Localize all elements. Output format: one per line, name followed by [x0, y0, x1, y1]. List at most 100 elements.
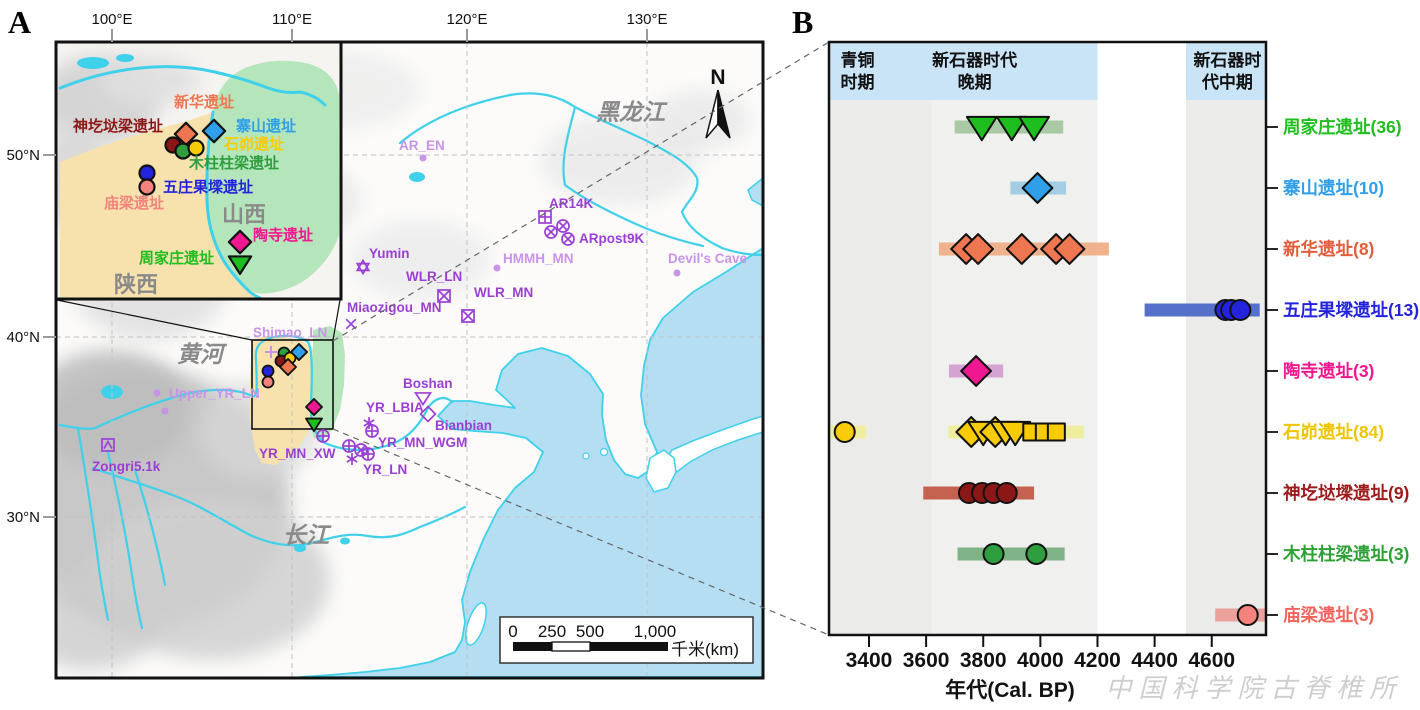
panel-connectors — [332, 41, 830, 636]
map-site-WLR_LN: WLR_LN — [406, 269, 462, 303]
chart-row — [957, 543, 1065, 565]
site-label: YR_LBIA — [366, 400, 424, 415]
chart-row — [954, 115, 1064, 142]
site-label: YR_MN_XW — [259, 446, 336, 461]
map-site-AR14K: AR14K — [538, 196, 594, 224]
period-label: 晚期 — [958, 72, 992, 92]
x-tick-label: 3800 — [960, 649, 1007, 672]
period-label: 代中期 — [1201, 72, 1253, 92]
scale-tick: 250 — [538, 622, 566, 641]
chart-row — [1010, 172, 1067, 204]
map-site-HMMH_MN: HMMH_MN — [493, 251, 574, 272]
lon-tick-label: 130°E — [626, 11, 667, 28]
qinghai-lake — [101, 385, 123, 399]
chart-border — [827, 40, 1268, 637]
inset-site-label: 石峁遗址 — [223, 135, 284, 153]
chart-row — [938, 233, 1109, 265]
lon-tick-label: 120°E — [446, 11, 487, 28]
reference-sites: AR_EN AR14K ARpost9K Yumin HMMH_MN Devil's Ca… — [92, 138, 748, 477]
site-label: Bianbian — [435, 418, 492, 433]
lon-tick-label: 110°E — [272, 11, 312, 28]
zoom-extent-rect — [251, 339, 334, 430]
rivers — [58, 92, 763, 630]
map-site-WLR_MN: WLR_MN — [461, 285, 533, 323]
site-label: HMMH_MN — [503, 251, 574, 266]
site-count-label: 石峁遗址(84) — [1282, 422, 1384, 442]
inset-province-label: 山西 — [222, 202, 266, 227]
inset-site-label: 木柱柱梁遗址 — [188, 154, 279, 172]
scale-tick: 0 — [508, 622, 517, 641]
lon-tick-label: 100°E — [91, 11, 132, 28]
chart-row — [1215, 604, 1266, 626]
map-site-Miaozigou_MN: Miaozigou_MN — [345, 300, 442, 330]
period-header-band — [829, 42, 1098, 100]
period-label: 时期 — [841, 73, 875, 92]
map-border — [54, 40, 765, 680]
panel-b-label: B — [792, 4, 814, 40]
period-shade — [829, 100, 932, 635]
site-label: Upper_YR_LN — [169, 386, 260, 401]
map-site-Bianbian: Bianbian — [419, 405, 492, 433]
inset-site-label: 陶寺遗址 — [253, 226, 313, 244]
x-tick-label: 3600 — [903, 649, 950, 672]
inset-markers — [138, 118, 253, 275]
scale-tick: 1,000 — [634, 622, 677, 641]
period-label: 新石器时 — [1193, 50, 1261, 70]
site-label: Devil's Cave — [668, 251, 748, 266]
inset-site-label: 寨山遗址 — [235, 117, 296, 135]
scale-tick: 500 — [576, 622, 604, 641]
site-count-label: 木柱柱梁遗址(3) — [1282, 544, 1409, 564]
yellow-river — [58, 334, 454, 451]
scale-unit: 千米(km) — [671, 640, 739, 659]
map-site-Yumin: Yumin — [355, 246, 410, 276]
x-tick-label: 3400 — [846, 649, 893, 672]
chart-row-labels: 周家庄遗址(36) 寨山遗址(10) 新华遗址(8) 五庄果墚遗址(13) 陶寺遗址(3… — [1266, 117, 1419, 625]
inset-site-label: 新华遗址 — [174, 93, 234, 111]
north-label: N — [710, 66, 725, 89]
site-label: Shimao_LN — [253, 325, 327, 340]
site-label: Zongri5.1k — [92, 459, 161, 474]
river-name: 黄河 — [177, 341, 228, 367]
site-count-label: 周家庄遗址(36) — [1283, 117, 1402, 137]
watermark: 中国科学院古脊椎所 — [1105, 674, 1402, 703]
inset-site-label: 五庄果墚遗址 — [163, 178, 253, 196]
inset-shaanxi — [60, 112, 258, 298]
site-label: Yumin — [369, 246, 410, 261]
site-count-label: 神圪垯墚遗址(9) — [1283, 483, 1409, 503]
site-label: WLR_MN — [474, 285, 533, 300]
site-label: Miaozigou_MN — [347, 300, 442, 315]
site-label: YR_MN_WGM — [378, 435, 467, 450]
map-site-Devil's Cave: Devil's Cave — [668, 251, 748, 277]
x-axis-title: 年代(Cal. BP) — [945, 678, 1075, 702]
lat-tick-label: 40°N — [6, 329, 40, 346]
period-shade — [1186, 100, 1266, 635]
x-tick-label: 4600 — [1188, 649, 1235, 672]
inset-province-label: 陕西 — [114, 272, 158, 297]
chart-row — [830, 416, 1084, 448]
map-site-Boshan: Boshan — [403, 376, 453, 407]
period-header-band — [1186, 42, 1266, 100]
inset-site-label: 神圪垯梁遗址 — [73, 117, 163, 135]
period-label: 青铜 — [841, 50, 875, 70]
chart-row — [948, 355, 1004, 387]
study-site-markers — [261, 343, 323, 433]
site-count-label: 陶寺遗址(3) — [1283, 361, 1374, 381]
lat-tick-label: 30°N — [6, 509, 40, 526]
lat-tick-label: 50°N — [6, 147, 40, 164]
map-site-Zongri5.1k: Zongri5.1k — [92, 438, 161, 474]
site-label: ARpost9K — [579, 231, 645, 246]
date-range-band — [957, 547, 1065, 561]
panel-a-label: A — [8, 4, 32, 40]
kyushu-island — [645, 449, 677, 493]
map-site-AR_EN: AR_EN — [399, 138, 445, 162]
map-site-YR_MN_XW: YR_MN_XW — [259, 439, 375, 461]
map-site-YR_LN: YR_LN — [346, 453, 407, 477]
site-count-label: 寨山遗址(10) — [1282, 178, 1384, 198]
x-tick-label: 4400 — [1131, 649, 1178, 672]
